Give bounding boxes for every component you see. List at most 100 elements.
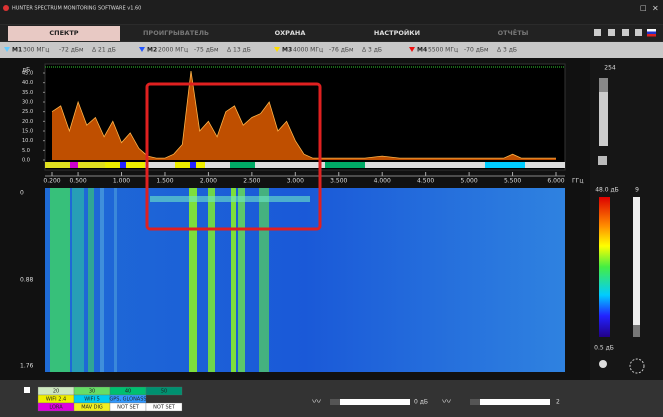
y-tick-label: 10.0: [22, 138, 33, 144]
signal: [231, 188, 236, 372]
tab[interactable]: ОТЧЁТЫ: [498, 28, 529, 37]
signal: [114, 188, 117, 372]
marker-level: -75 дБм: [194, 47, 219, 54]
x-tick-label: 1.500: [156, 178, 173, 185]
marker-delta: Δ 3 дБ: [497, 47, 517, 54]
signal: [88, 188, 94, 372]
x-tick-label: 5.500: [504, 178, 521, 185]
slider-thumb[interactable]: [599, 78, 608, 92]
legend-label: 50: [161, 389, 167, 395]
footer-value: 2: [556, 399, 560, 406]
tab[interactable]: ПРОИГРЫВАТЕЛЬ: [143, 29, 209, 37]
app-window: HUNTER SPECTRUM MONITORING SOFTWARE v1.6…: [0, 0, 663, 417]
icon[interactable]: [622, 29, 629, 36]
layers-icon[interactable]: [598, 156, 607, 165]
time-label: 0.88: [20, 277, 34, 284]
y-tick-label: 40.0: [22, 80, 33, 86]
band-segment: [70, 162, 78, 168]
marker-delta: Δ 3 дБ: [362, 47, 382, 54]
legend-label: 20: [53, 389, 59, 395]
gain-slider[interactable]: [633, 197, 640, 337]
footer-level: 0 дБ: [414, 399, 428, 406]
marker-delta: Δ 21 дБ: [92, 47, 116, 54]
band-segment: [325, 162, 365, 168]
marker-freq: 2000 МГц: [158, 47, 188, 54]
value-slider[interactable]: [470, 399, 550, 405]
marker-freq: 4000 МГц: [293, 47, 323, 54]
signal: [238, 188, 245, 372]
band-segment: [120, 162, 126, 168]
time-label: 1.76: [20, 363, 34, 370]
counter: 254: [604, 65, 616, 72]
legend-label: WIFI 5: [84, 397, 100, 403]
tab[interactable]: СПЕКТР: [49, 29, 78, 37]
x-tick-label: 4.500: [417, 178, 434, 185]
level-slider[interactable]: [330, 399, 410, 405]
maximize-button[interactable]: □: [640, 4, 647, 12]
checkbox[interactable]: [24, 387, 30, 393]
pulse-icon[interactable]: 〰: [312, 398, 321, 408]
close-button[interactable]: ×: [652, 4, 659, 13]
legend-label: 40: [125, 389, 131, 395]
band-segment: [190, 162, 196, 168]
signal: [100, 188, 104, 372]
flag: [647, 32, 656, 35]
flag: [647, 34, 656, 37]
signal: [189, 188, 197, 372]
gain: 9: [635, 187, 639, 194]
band-segment: [485, 162, 525, 168]
signal: [72, 188, 84, 372]
window-title: HUNTER SPECTRUM MONITORING SOFTWARE v1.6…: [12, 6, 141, 12]
max-level: 48.0 дБ: [595, 187, 619, 194]
x-tick-label: 1.000: [113, 178, 130, 185]
y-tick-label: 20.0: [22, 119, 33, 125]
signal: [259, 188, 269, 372]
marker-level: -76 дБм: [329, 47, 354, 54]
y-tick-label: 45.0: [22, 71, 33, 77]
flag[interactable]: [647, 29, 656, 32]
signal: [150, 196, 310, 202]
waterfall: [45, 188, 565, 372]
time-label: 0: [20, 190, 24, 197]
marker-name: M3: [282, 47, 292, 54]
x-tick-label: 0.500: [69, 178, 86, 185]
x-tick-label: 3.500: [330, 178, 347, 185]
legend-label: GPS, GLONASS: [109, 397, 146, 403]
legend-label: NOT SET: [117, 405, 140, 411]
marker-level: -70 дБм: [464, 47, 489, 54]
signal: [208, 188, 215, 372]
min-level: 0.5 дБ: [594, 345, 614, 352]
icon[interactable]: [635, 29, 642, 36]
value-thumb[interactable]: [470, 399, 480, 405]
tab[interactable]: ОХРАНА: [275, 29, 306, 37]
legend-label: WIFI 2.4: [46, 397, 66, 403]
y-tick-label: 35.0: [22, 90, 33, 96]
legend-label: 30: [89, 389, 95, 395]
marker-level: -72 дБм: [59, 47, 84, 54]
marker-freq: 300 МГц: [23, 47, 49, 54]
app-icon: [3, 5, 9, 11]
y-tick-label: 15.0: [22, 129, 33, 135]
signal: [50, 188, 70, 372]
x-tick-label: 5.000: [461, 178, 478, 185]
level-thumb[interactable]: [330, 399, 340, 405]
y-tick-label: 5.0: [22, 148, 30, 154]
x-tick-label: 6.000: [547, 178, 564, 185]
x-tick-label: 2.500: [243, 178, 260, 185]
zoom-button[interactable]: [599, 360, 607, 368]
marker-freq: 5500 МГц: [428, 47, 458, 54]
gain-thumb[interactable]: [633, 325, 640, 337]
tab[interactable]: НАСТРОЙКИ: [374, 28, 420, 37]
title-bar: [0, 0, 663, 24]
legend-label: NOT SET: [153, 405, 176, 411]
pulse-icon[interactable]: 〰: [442, 398, 451, 408]
band-segment: [230, 162, 255, 168]
marker-name: M2: [147, 47, 157, 54]
icon[interactable]: [594, 29, 601, 36]
y-tick-label: 0.0: [22, 158, 30, 164]
color-bar: [599, 197, 610, 337]
x-tick-label: 2.000: [200, 178, 217, 185]
marker-name: M4: [417, 47, 427, 54]
icon[interactable]: [608, 29, 615, 36]
x-unit: ГГц: [572, 178, 583, 185]
